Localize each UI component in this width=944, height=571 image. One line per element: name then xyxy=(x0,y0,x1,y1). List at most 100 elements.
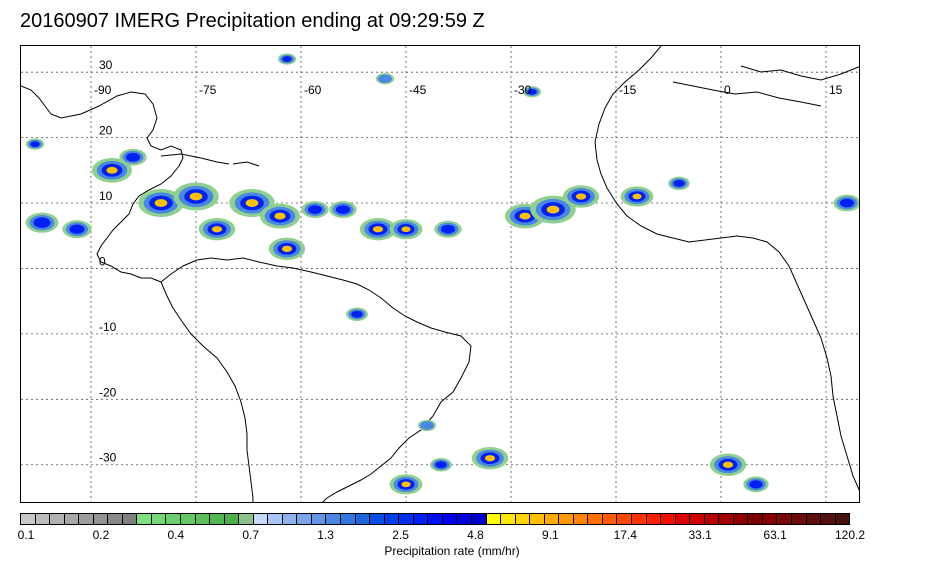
precip-cell xyxy=(440,224,456,234)
colorbar-cell xyxy=(428,514,443,524)
colorbar-cell xyxy=(50,514,65,524)
colorbar-cell xyxy=(719,514,734,524)
colorbar-cell xyxy=(326,514,342,524)
precip-cell xyxy=(282,56,292,62)
colorbar-tick-label: 0.2 xyxy=(92,528,110,542)
precip-cell xyxy=(189,192,203,201)
colorbar-cell xyxy=(384,514,400,524)
colorbar-tick-label: 2.5 xyxy=(392,528,409,542)
colorbar-ticks: 0.1 0.2 0.4 0.7 1.3 2.5 4.8 9.1 17.4 33.1 63.1 120.… xyxy=(0,528,944,544)
precip-cell xyxy=(33,217,51,228)
colorbar-tick-label: 17.4 xyxy=(613,528,637,542)
colorbar-cell xyxy=(821,514,836,524)
latitude-label: 30 xyxy=(99,58,113,72)
precip-cell xyxy=(519,212,531,220)
colorbar xyxy=(20,513,850,525)
precip-cell xyxy=(372,226,384,233)
colorbar-cell xyxy=(108,514,123,524)
precipitation-overlay xyxy=(25,53,859,495)
colorbar-tick-label: 0.1 xyxy=(17,528,35,542)
colorbar-cell xyxy=(559,514,574,524)
precip-cell xyxy=(420,421,434,430)
colorbar-cell xyxy=(806,514,822,524)
colorbar-cell xyxy=(457,514,472,524)
coastline-mediterranean xyxy=(672,81,822,107)
precip-cell xyxy=(435,461,447,469)
precip-cell xyxy=(575,193,587,200)
colorbar-cell xyxy=(64,514,80,524)
colorbar-cell xyxy=(282,514,298,524)
precip-cell xyxy=(749,480,763,489)
colorbar-tick-label: 0.4 xyxy=(167,528,185,542)
precip-cell xyxy=(211,226,223,233)
colorbar-cell xyxy=(311,514,327,524)
precip-cell xyxy=(378,74,392,83)
longitude-label: -60 xyxy=(304,83,322,97)
coastline-europe xyxy=(740,65,859,81)
longitude-label: 0 xyxy=(724,83,731,97)
colorbar-cell xyxy=(79,514,94,524)
latitude-label: 20 xyxy=(99,124,113,138)
precip-cell xyxy=(281,245,293,252)
precipitation-map: -90 -75 -60 -45 -30 -15 0 15 30 20 10 0 -10 -20 -30 xyxy=(20,45,860,503)
precip-cell xyxy=(484,455,496,462)
colorbar-cell xyxy=(341,514,356,524)
colorbar-cell xyxy=(355,514,371,524)
precip-cell xyxy=(335,205,351,214)
map-title: 20160907 IMERG Precipitation ending at 0… xyxy=(20,10,485,32)
longitude-label: -15 xyxy=(619,83,637,97)
colorbar-cell xyxy=(181,514,196,524)
precip-cell xyxy=(722,461,734,468)
colorbar-cell xyxy=(777,514,792,524)
longitude-label: -45 xyxy=(409,83,427,97)
longitude-label: -30 xyxy=(514,83,532,97)
colorbar-cell xyxy=(544,514,560,524)
colorbar-cell xyxy=(646,514,662,524)
colorbar-cell xyxy=(137,514,152,524)
colorbar-cell xyxy=(151,514,167,524)
longitude-label: -75 xyxy=(199,83,217,97)
colorbar-cell xyxy=(675,514,691,524)
colorbar-cell xyxy=(617,514,632,524)
colorbar-cell xyxy=(530,514,545,524)
coastlines xyxy=(21,46,859,502)
colorbar-cell xyxy=(762,514,778,524)
colorbar-cell xyxy=(835,514,850,524)
precip-cell xyxy=(632,193,642,200)
colorbar-cell xyxy=(239,514,254,524)
colorbar-cell xyxy=(268,514,283,524)
colorbar-tick-label: 63.1 xyxy=(763,528,787,542)
latitude-label: -10 xyxy=(99,320,117,334)
colorbar-cell xyxy=(122,514,138,524)
precip-cell xyxy=(546,205,560,214)
colorbar-cell xyxy=(690,514,705,524)
coastline-cuba xyxy=(160,153,230,165)
latitude-label: 0 xyxy=(99,254,106,268)
colorbar-label: Precipitation rate (mm/hr) xyxy=(384,544,520,558)
precip-cell xyxy=(30,141,40,148)
longitude-label: -90 xyxy=(94,83,112,97)
colorbar-cell xyxy=(297,514,312,524)
colorbar-cell xyxy=(166,514,182,524)
precip-cell xyxy=(401,481,411,488)
precip-cell xyxy=(245,199,259,207)
colorbar-cell xyxy=(370,514,385,524)
precip-cell xyxy=(274,212,286,220)
coastline-south-america xyxy=(160,257,472,502)
latitude-label: 10 xyxy=(99,189,113,203)
colorbar-cell xyxy=(791,514,807,524)
colorbar-cell xyxy=(399,514,414,524)
precip-cell xyxy=(401,226,411,233)
colorbar-tick-label: 4.8 xyxy=(467,528,484,542)
colorbar-cell xyxy=(515,514,531,524)
colorbar-cell xyxy=(442,514,458,524)
colorbar-cell xyxy=(631,514,647,524)
colorbar-tick-label: 0.7 xyxy=(242,528,260,542)
colorbar-tick-label: 33.1 xyxy=(688,528,712,542)
colorbar-cell xyxy=(573,514,589,524)
graticule-labels: -90 -75 -60 -45 -30 -15 0 15 30 20 10 0 -10 -20 -30 xyxy=(94,58,843,465)
colorbar-cell xyxy=(748,514,763,524)
precip-cell xyxy=(69,224,85,234)
colorbar-cell xyxy=(210,514,225,524)
precip-cell xyxy=(673,179,685,187)
